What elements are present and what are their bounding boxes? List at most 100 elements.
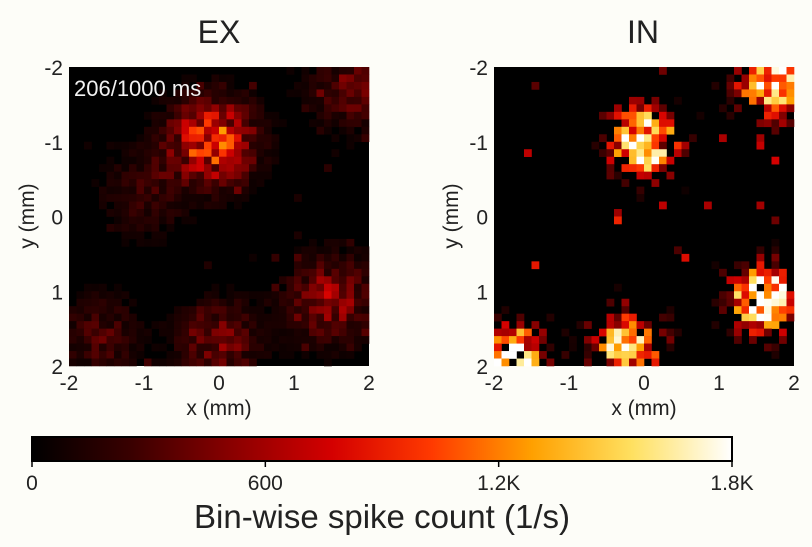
heatmap-cell bbox=[151, 343, 160, 352]
heatmap-cell bbox=[159, 111, 167, 120]
heatmap-cell bbox=[546, 358, 555, 367]
heatmap-cell bbox=[636, 126, 645, 135]
heatmap-cell bbox=[181, 74, 190, 83]
heatmap-cell bbox=[121, 238, 130, 247]
heatmap-cell bbox=[621, 141, 630, 150]
heatmap-cell bbox=[524, 336, 532, 344]
heatmap-cell bbox=[234, 328, 242, 337]
heatmap-cell bbox=[606, 156, 615, 165]
heatmap-cell bbox=[189, 201, 197, 210]
heatmap-cell bbox=[91, 351, 100, 359]
heatmap-cell bbox=[226, 119, 235, 128]
heatmap-cell bbox=[181, 141, 190, 150]
heatmap-cell bbox=[629, 336, 637, 344]
heatmap-cell bbox=[614, 343, 622, 352]
heatmap-cell bbox=[166, 179, 175, 187]
heatmap-cell bbox=[189, 194, 197, 202]
heatmap-cell bbox=[309, 306, 317, 314]
heatmap-cell bbox=[741, 283, 750, 292]
heatmap-cell bbox=[286, 306, 295, 314]
heatmap-cell bbox=[674, 328, 682, 337]
heatmap-cell bbox=[339, 291, 347, 300]
heatmap-cell bbox=[324, 291, 332, 300]
heatmap-cell bbox=[599, 343, 607, 352]
heatmap-cell bbox=[786, 74, 795, 83]
heatmap-cell bbox=[354, 283, 362, 292]
heatmap-cell bbox=[509, 328, 517, 337]
heatmap-cell bbox=[301, 246, 310, 255]
heatmap-cell bbox=[174, 306, 182, 314]
heatmap-cell bbox=[129, 298, 137, 307]
heatmap-cell bbox=[241, 141, 250, 150]
heatmap-cell bbox=[151, 231, 160, 240]
heatmap-cell bbox=[771, 313, 780, 322]
heatmap-cell bbox=[211, 298, 220, 307]
heatmap-cell bbox=[361, 74, 370, 83]
heatmap-cell bbox=[211, 134, 220, 143]
heatmap-cell bbox=[331, 268, 340, 277]
heatmap-cell bbox=[726, 111, 735, 120]
heatmap-cell bbox=[764, 74, 772, 83]
heatmap-cell bbox=[286, 89, 295, 98]
heatmap-cell bbox=[779, 111, 787, 120]
heatmap-cell bbox=[219, 81, 227, 90]
heatmap-cell bbox=[734, 336, 742, 344]
heatmap-cell bbox=[234, 179, 242, 187]
heatmap-cell bbox=[346, 238, 355, 247]
heatmap-cell bbox=[779, 328, 787, 337]
heatmap-cell bbox=[734, 67, 742, 75]
heatmap-cell bbox=[771, 276, 780, 285]
heatmap-cell bbox=[346, 283, 355, 292]
heatmap-cell bbox=[256, 328, 265, 337]
heatmap-cell bbox=[771, 104, 780, 113]
heatmap-cell bbox=[256, 291, 265, 300]
heatmap-cell bbox=[636, 194, 645, 202]
colorbar-ticks: 0 600 1.2K 1.8K bbox=[26, 461, 754, 495]
heatmap-cell bbox=[621, 358, 630, 367]
heatmap-cell bbox=[204, 343, 212, 352]
heatmap-cell bbox=[159, 156, 167, 165]
heatmap-cell bbox=[129, 209, 137, 217]
heatmap-cell bbox=[361, 104, 370, 113]
heatmap-cell bbox=[204, 126, 212, 135]
heatmap-cell bbox=[136, 171, 145, 180]
heatmap-cell bbox=[629, 343, 637, 352]
heatmap-cell bbox=[644, 156, 652, 165]
heatmap-cell bbox=[121, 328, 130, 337]
heatmap-cell bbox=[241, 156, 250, 165]
heatmap-cell bbox=[621, 298, 630, 307]
heatmap-cell bbox=[196, 171, 205, 180]
heatmap-cell bbox=[69, 336, 77, 344]
heatmap-cell bbox=[166, 156, 175, 165]
heatmap-cell bbox=[339, 268, 347, 277]
heatmap-cell bbox=[569, 336, 577, 344]
heatmap-cell bbox=[666, 343, 675, 352]
heatmap-cell bbox=[249, 321, 257, 329]
heatmap-cell bbox=[129, 343, 137, 352]
heatmap-cell bbox=[764, 96, 772, 105]
heatmap-cell bbox=[91, 358, 100, 367]
y-tick-label: 1 bbox=[476, 281, 488, 304]
heatmap-cell bbox=[121, 343, 130, 352]
heatmap-cell bbox=[651, 164, 660, 172]
heatmap-cell bbox=[159, 238, 167, 247]
heatmap-cell bbox=[219, 313, 227, 322]
heatmap-cell bbox=[339, 283, 347, 292]
heatmap-cell bbox=[181, 209, 190, 217]
heatmap-cell bbox=[84, 141, 92, 150]
heatmap-cell bbox=[666, 328, 675, 337]
heatmap-cell bbox=[144, 164, 152, 172]
heatmap-cell bbox=[189, 216, 197, 225]
heatmap-cell bbox=[84, 358, 92, 367]
heatmap-cell bbox=[779, 74, 787, 83]
heatmap-cell bbox=[121, 351, 130, 359]
heatmap-cell bbox=[151, 209, 160, 217]
heatmap-cell bbox=[181, 343, 190, 352]
heatmap-cell bbox=[189, 321, 197, 329]
heatmap-cell bbox=[786, 67, 795, 75]
heatmap-cell bbox=[219, 111, 227, 120]
heatmap-cell bbox=[531, 261, 540, 270]
heatmap-cell bbox=[734, 306, 742, 314]
heatmap-cell bbox=[606, 298, 615, 307]
heatmap-cell bbox=[339, 328, 347, 337]
